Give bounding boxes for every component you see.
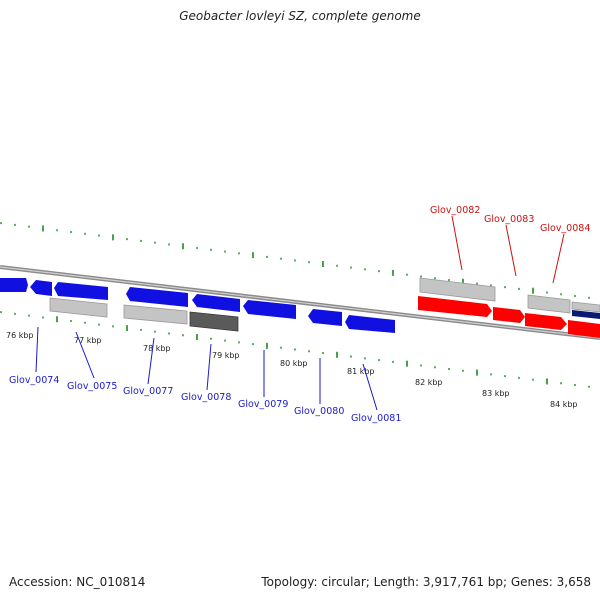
kbp-labels: 76 kbp 77 kbp 78 kbp 79 kbp 80 kbp 81 kb… <box>6 331 578 409</box>
gene-label[interactable]: Glov_0078 <box>181 392 231 403</box>
gene-arrow[interactable] <box>345 315 395 333</box>
accession-text: Accession: NC_010814 <box>9 575 146 589</box>
gene-features <box>0 277 600 338</box>
gene-label[interactable]: Glov_0081 <box>351 413 401 424</box>
gene-label[interactable]: Glov_0080 <box>294 406 344 417</box>
gene-label[interactable]: Glov_0074 <box>9 375 59 386</box>
genome-backbone <box>0 265 600 340</box>
genome-summary-text: Topology: circular; Length: 3,917,761 bp… <box>261 575 591 589</box>
gene-block[interactable] <box>571 301 600 313</box>
gene-block[interactable] <box>189 311 239 332</box>
gene-arrow[interactable] <box>243 300 296 319</box>
gene-arrow[interactable] <box>54 282 108 300</box>
kbp-label: 78 kbp <box>143 344 171 353</box>
gene-arrow[interactable] <box>308 309 342 326</box>
map-title: Geobacter lovleyi SZ, complete genome <box>179 9 421 23</box>
gene-arrow[interactable] <box>493 307 525 323</box>
top-tick-row <box>0 222 590 299</box>
kbp-label: 79 kbp <box>212 351 240 360</box>
gene-label[interactable]: Glov_0083 <box>484 214 534 225</box>
kbp-label: 82 kbp <box>415 378 443 387</box>
kbp-label: 76 kbp <box>6 331 34 340</box>
gene-arrow[interactable] <box>418 296 492 317</box>
gene-block[interactable] <box>123 304 188 325</box>
kbp-label: 77 kbp <box>74 336 102 345</box>
gene-label[interactable]: Glov_0084 <box>540 223 590 234</box>
kbp-label: 80 kbp <box>280 359 308 368</box>
gene-label-leaders <box>35 215 565 411</box>
gene-label[interactable]: Glov_0082 <box>430 205 480 216</box>
gene-label[interactable]: Glov_0075 <box>67 381 117 392</box>
gene-block[interactable] <box>527 294 571 314</box>
kbp-label: 84 kbp <box>550 400 578 409</box>
gene-labels: Glov_0074 Glov_0075 Glov_0077 Glov_0078 … <box>9 205 590 424</box>
gene-arrow[interactable] <box>0 278 28 292</box>
gene-label[interactable]: Glov_0077 <box>123 386 173 397</box>
gene-block[interactable] <box>572 310 600 319</box>
gene-label[interactable]: Glov_0079 <box>238 399 288 410</box>
gene-block[interactable] <box>419 277 496 302</box>
gene-arrow[interactable] <box>525 313 567 330</box>
bottom-tick-row <box>0 311 590 388</box>
kbp-label: 83 kbp <box>482 389 510 398</box>
gene-arrow[interactable] <box>192 294 240 312</box>
gene-arrow[interactable] <box>30 280 52 296</box>
gene-arrow[interactable] <box>568 320 600 338</box>
gene-block[interactable] <box>49 297 108 318</box>
gene-arrow[interactable] <box>126 287 188 307</box>
kbp-label: 81 kbp <box>347 367 375 376</box>
